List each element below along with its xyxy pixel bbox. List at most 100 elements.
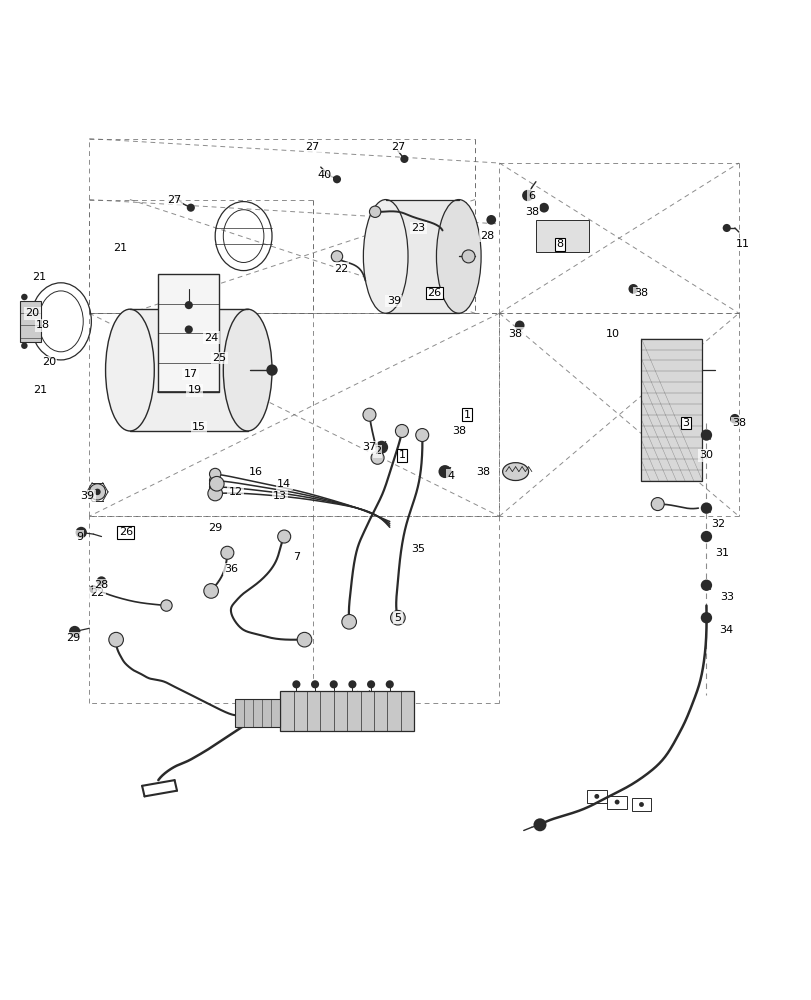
Ellipse shape (223, 309, 272, 431)
Circle shape (486, 215, 496, 225)
Bar (607, 796, 626, 809)
Text: 21: 21 (33, 385, 48, 395)
Circle shape (539, 203, 548, 213)
Text: 38: 38 (524, 207, 539, 217)
Circle shape (729, 414, 739, 424)
Text: 23: 23 (410, 223, 425, 233)
Text: 34: 34 (719, 625, 733, 635)
Text: 20: 20 (25, 308, 40, 318)
Circle shape (221, 546, 234, 559)
Bar (586, 790, 606, 803)
Text: 4: 4 (447, 471, 453, 481)
Circle shape (390, 610, 405, 625)
Text: 38: 38 (633, 288, 648, 298)
Text: 8: 8 (556, 239, 563, 249)
Circle shape (700, 502, 711, 514)
Circle shape (185, 325, 193, 334)
Text: 7: 7 (293, 552, 299, 562)
Text: 9: 9 (76, 532, 83, 542)
Text: 24: 24 (204, 333, 218, 343)
Circle shape (209, 475, 221, 486)
Text: 40: 40 (317, 170, 332, 180)
Circle shape (333, 175, 341, 183)
Circle shape (722, 224, 730, 232)
Circle shape (461, 250, 474, 263)
Text: 38: 38 (475, 467, 490, 477)
Text: 21: 21 (32, 272, 46, 282)
Circle shape (292, 680, 300, 688)
Text: 39: 39 (80, 491, 95, 501)
Text: 19: 19 (187, 385, 202, 395)
Ellipse shape (436, 200, 480, 313)
Text: 22: 22 (90, 588, 105, 598)
Text: 29: 29 (208, 523, 222, 533)
Text: 11: 11 (735, 239, 749, 249)
Circle shape (700, 429, 711, 441)
Circle shape (97, 576, 106, 586)
Circle shape (415, 429, 428, 442)
Text: 12: 12 (228, 487, 242, 497)
Bar (158, 274, 219, 392)
Circle shape (69, 626, 80, 637)
Circle shape (277, 530, 290, 543)
Circle shape (533, 818, 546, 831)
Text: 1: 1 (463, 410, 470, 420)
Circle shape (311, 680, 319, 688)
Text: 30: 30 (698, 450, 713, 460)
Bar (235, 699, 280, 727)
Circle shape (369, 206, 380, 217)
Circle shape (514, 321, 524, 330)
Ellipse shape (502, 463, 528, 481)
Circle shape (75, 527, 87, 538)
Circle shape (209, 476, 224, 491)
Circle shape (438, 465, 451, 478)
Text: 26: 26 (427, 288, 441, 298)
Text: 20: 20 (41, 357, 56, 367)
Circle shape (21, 294, 28, 300)
Circle shape (109, 632, 123, 647)
Text: 25: 25 (212, 353, 226, 363)
Text: 38: 38 (451, 426, 466, 436)
Circle shape (89, 484, 105, 500)
Bar (385, 200, 458, 313)
Circle shape (594, 794, 599, 799)
Bar (130, 309, 247, 431)
Text: 14: 14 (277, 479, 291, 489)
Text: 17: 17 (183, 369, 198, 379)
Circle shape (94, 489, 101, 495)
Circle shape (21, 342, 28, 349)
Circle shape (187, 204, 195, 212)
Circle shape (521, 190, 533, 201)
Bar (631, 798, 650, 811)
Text: 16: 16 (248, 467, 263, 477)
Text: 37: 37 (362, 442, 376, 452)
Circle shape (185, 301, 193, 309)
Text: 18: 18 (36, 320, 50, 330)
Circle shape (395, 424, 408, 437)
Circle shape (89, 585, 97, 593)
Ellipse shape (105, 309, 154, 431)
Text: 38: 38 (731, 418, 745, 428)
Circle shape (375, 441, 388, 454)
Circle shape (161, 600, 172, 611)
Text: 36: 36 (224, 564, 238, 574)
Circle shape (650, 498, 663, 511)
Text: 3: 3 (682, 418, 689, 428)
Circle shape (614, 800, 619, 804)
Circle shape (638, 802, 643, 807)
Circle shape (371, 451, 384, 464)
Text: 10: 10 (605, 329, 620, 339)
Text: 21: 21 (113, 243, 127, 253)
Text: 27: 27 (305, 142, 320, 152)
Circle shape (204, 584, 218, 598)
Circle shape (400, 155, 408, 163)
Circle shape (209, 488, 221, 499)
Bar (535, 220, 588, 252)
Circle shape (628, 284, 637, 294)
Circle shape (700, 612, 711, 623)
Circle shape (331, 251, 342, 262)
Text: 28: 28 (94, 580, 109, 590)
Circle shape (297, 632, 311, 647)
Bar (280, 691, 414, 731)
Circle shape (700, 580, 711, 591)
